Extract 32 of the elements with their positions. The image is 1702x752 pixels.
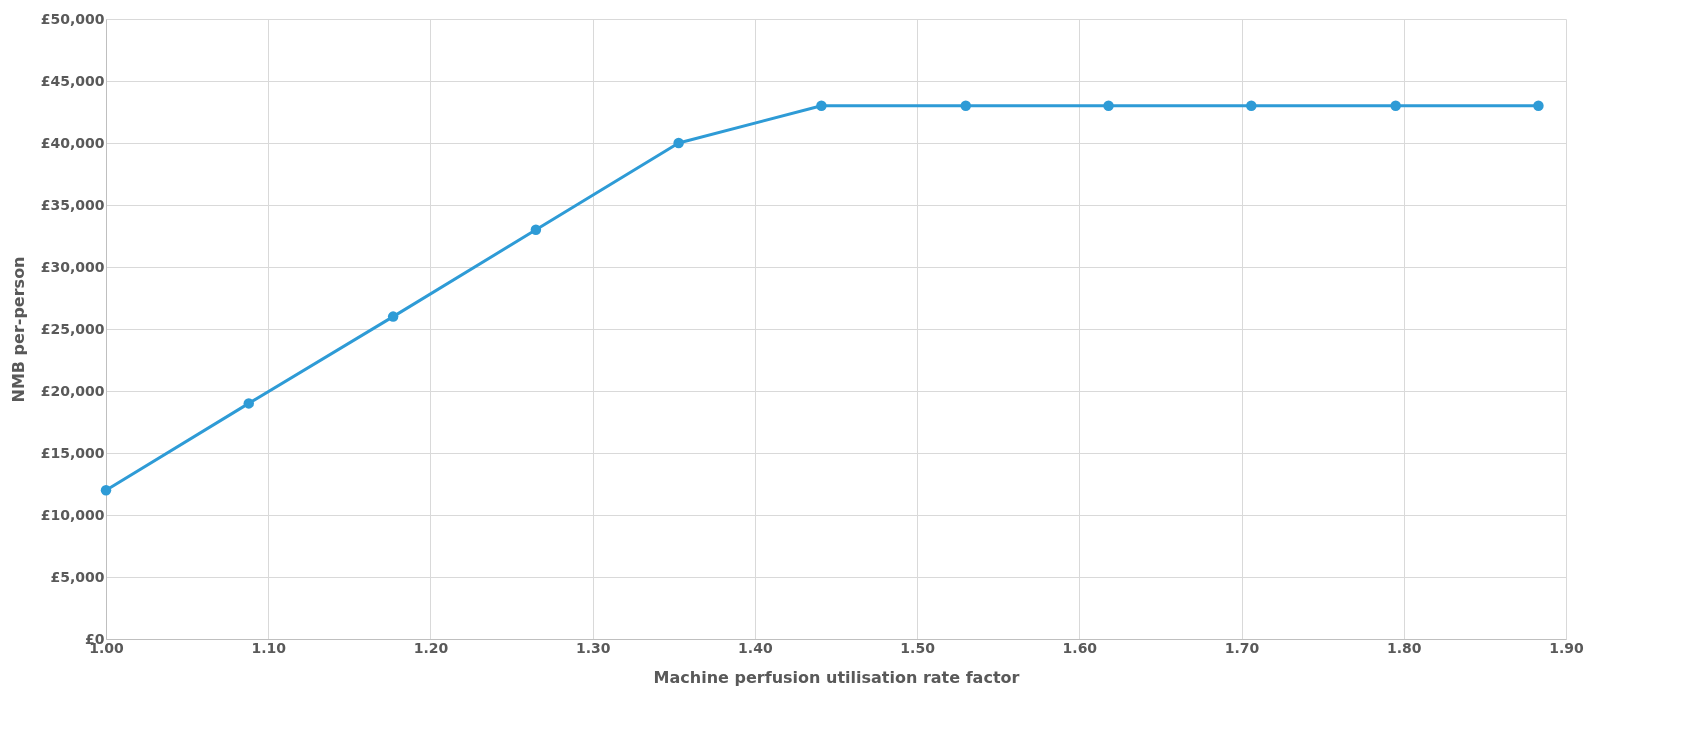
x-tick-label: 1.40 [738, 639, 773, 656]
y-axis-title: NMB per-person [8, 256, 28, 403]
x-tick-label: 1.50 [900, 639, 936, 656]
x-tick-label: 1.80 [1387, 639, 1422, 656]
point [1246, 100, 1257, 112]
point [1390, 100, 1401, 112]
y-tick-label: £5,000 [50, 568, 105, 585]
x-tick-label: 1.60 [1062, 639, 1098, 656]
y-tick-label: £40,000 [40, 134, 105, 151]
point [387, 311, 399, 322]
y-tick-label: £10,000 [40, 506, 105, 523]
x-tick-label: 1.30 [575, 639, 611, 656]
y-tick-label: £30,000 [40, 258, 105, 275]
point [673, 137, 684, 149]
y-tick-label: £25,000 [40, 320, 105, 337]
y-tick-label: £35,000 [40, 196, 105, 213]
x-tick-label: 1.70 [1224, 639, 1260, 656]
point [530, 224, 542, 236]
y-tick-label: £45,000 [40, 72, 105, 89]
x-tick-label: 1.20 [413, 639, 449, 656]
y-tick-label: £50,000 [40, 10, 105, 27]
x-tick-label: 1.10 [251, 639, 287, 656]
x-tick-label: 1.90 [1549, 639, 1585, 656]
point [100, 484, 112, 496]
point [243, 398, 254, 409]
y-tick-label: £20,000 [40, 382, 105, 399]
point [960, 100, 972, 112]
point [1103, 100, 1114, 112]
y-tick-label: £15,000 [40, 444, 105, 461]
point [1533, 100, 1544, 112]
point [816, 100, 827, 112]
x-axis-title: Machine perfusion utilisation rate factor [653, 667, 1020, 687]
